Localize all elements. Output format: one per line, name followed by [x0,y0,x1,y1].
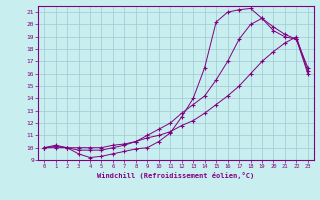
X-axis label: Windchill (Refroidissement éolien,°C): Windchill (Refroidissement éolien,°C) [97,172,255,179]
